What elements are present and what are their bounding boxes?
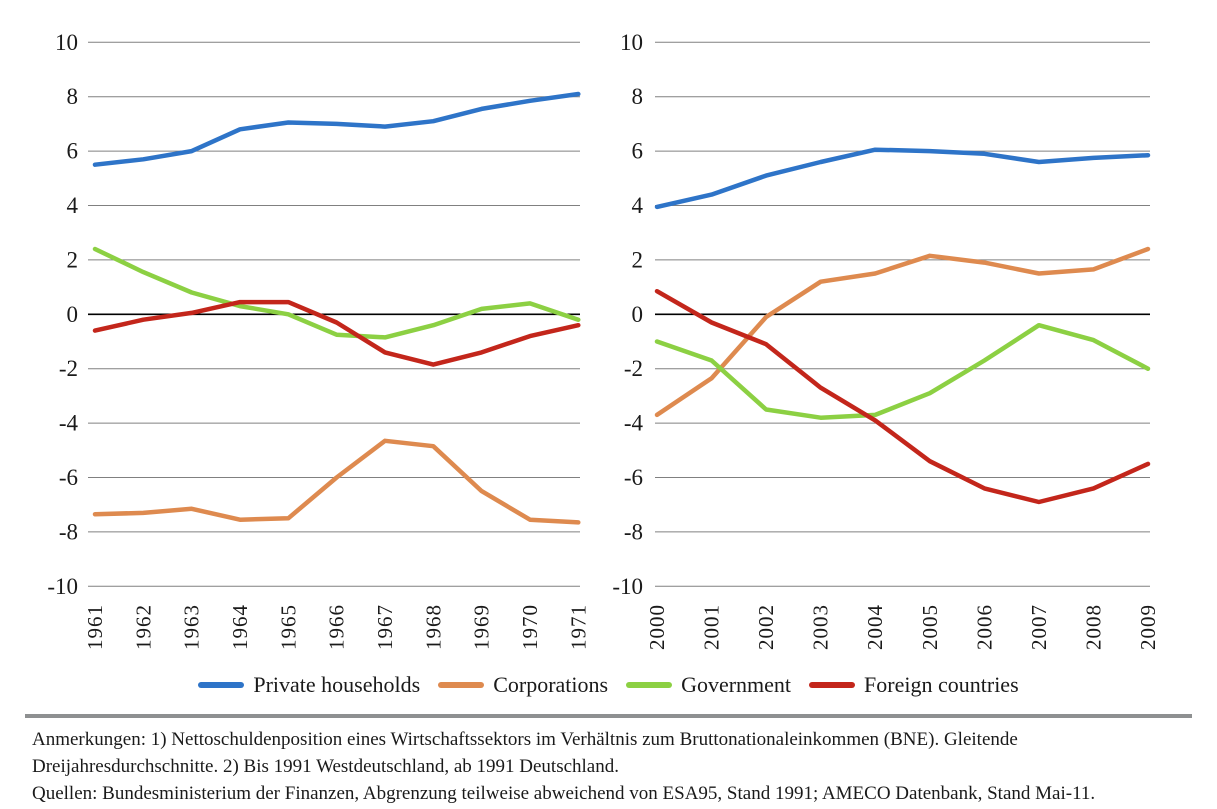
series-line-foreign-countries bbox=[92, 299, 581, 367]
x-year-label: 2003 bbox=[809, 604, 833, 650]
x-year-label: 2002 bbox=[754, 604, 778, 650]
y-tick-label: -2 bbox=[59, 356, 78, 381]
series-line-corporations bbox=[654, 246, 1151, 418]
series-line-government bbox=[654, 322, 1151, 420]
x-year-label: 2000 bbox=[645, 604, 669, 650]
series-line-private-households bbox=[654, 147, 1151, 210]
y-tick-label: 10 bbox=[55, 30, 78, 55]
y-tick-label: 8 bbox=[67, 84, 79, 109]
legend-label: Private households bbox=[253, 672, 421, 697]
x-year-label: 1964 bbox=[228, 604, 252, 650]
legend-swatch-foreign-countries bbox=[809, 682, 856, 688]
y-tick-label: -2 bbox=[624, 356, 643, 381]
y-tick-label: 8 bbox=[632, 84, 644, 109]
legend-item-corporations: Corporations bbox=[438, 672, 608, 698]
x-year-label: 2008 bbox=[1081, 604, 1105, 650]
series-line-foreign-countries bbox=[654, 288, 1151, 505]
x-year-label: 2007 bbox=[1027, 604, 1051, 650]
series-line-private-households bbox=[92, 91, 581, 167]
footnote-quellen: Quellen: Bundesministerium der Finanzen,… bbox=[32, 783, 1096, 804]
separator-rule bbox=[25, 714, 1192, 718]
series-line-government bbox=[92, 246, 581, 340]
y-tick-label: 0 bbox=[67, 302, 79, 327]
y-tick-label: 2 bbox=[632, 247, 644, 272]
x-year-label: 2009 bbox=[1136, 604, 1160, 650]
series-line-corporations bbox=[92, 438, 581, 525]
legend-swatch-corporations bbox=[438, 682, 485, 688]
y-tick-label: 2 bbox=[67, 247, 79, 272]
legend-item-government: Government bbox=[626, 672, 791, 698]
legend-swatch-government bbox=[626, 682, 673, 688]
y-tick-label: -4 bbox=[59, 411, 79, 436]
legend-label: Government bbox=[681, 672, 792, 697]
y-tick-label: -10 bbox=[612, 574, 643, 599]
y-tick-label: -6 bbox=[59, 465, 78, 490]
x-year-label: 1965 bbox=[276, 604, 300, 650]
y-tick-label: 4 bbox=[632, 193, 644, 218]
y-tick-label: 6 bbox=[632, 139, 644, 164]
x-year-label: 1961 bbox=[83, 604, 107, 650]
x-year-label: 1970 bbox=[518, 604, 542, 650]
x-year-label: 1962 bbox=[131, 604, 155, 650]
x-year-label: 2004 bbox=[863, 604, 887, 650]
y-tick-label: 10 bbox=[620, 30, 643, 55]
legend-label: Foreign countries bbox=[864, 672, 1019, 697]
y-tick-label: -6 bbox=[624, 465, 643, 490]
y-tick-label: -8 bbox=[624, 519, 643, 544]
x-year-label: 1963 bbox=[180, 604, 204, 650]
y-tick-label: 0 bbox=[632, 302, 644, 327]
x-year-label: 1969 bbox=[470, 604, 494, 650]
footnote-anmerkungen-line1: Anmerkungen: 1) Nettoschuldenposition ei… bbox=[32, 729, 1018, 750]
legend-swatch-private-households bbox=[198, 682, 245, 688]
y-tick-label: 4 bbox=[67, 193, 79, 218]
chart-legend: Private households Corporations Government… bbox=[0, 672, 1217, 698]
x-year-label: 1968 bbox=[421, 604, 445, 650]
footnotes: Anmerkungen: 1) Nettoschuldenposition ei… bbox=[32, 726, 1197, 807]
x-year-label: 2001 bbox=[700, 604, 724, 650]
x-year-label: 2005 bbox=[918, 604, 942, 650]
legend-item-private-households: Private households bbox=[198, 672, 420, 698]
y-tick-label: -8 bbox=[59, 519, 78, 544]
legend-label: Corporations bbox=[493, 672, 609, 697]
y-tick-label: 6 bbox=[67, 139, 79, 164]
x-year-label: 1971 bbox=[566, 604, 590, 650]
x-year-label: 1967 bbox=[373, 604, 397, 650]
footnote-anmerkungen-line2: Dreijahresdurchschnitte. 2) Bis 1991 Wes… bbox=[32, 756, 619, 777]
x-year-label: 2006 bbox=[972, 604, 996, 650]
y-tick-label: -10 bbox=[47, 574, 78, 599]
legend-item-foreign-countries: Foreign countries bbox=[809, 672, 1019, 698]
y-tick-label: -4 bbox=[624, 411, 644, 436]
x-year-label: 1966 bbox=[325, 604, 349, 650]
